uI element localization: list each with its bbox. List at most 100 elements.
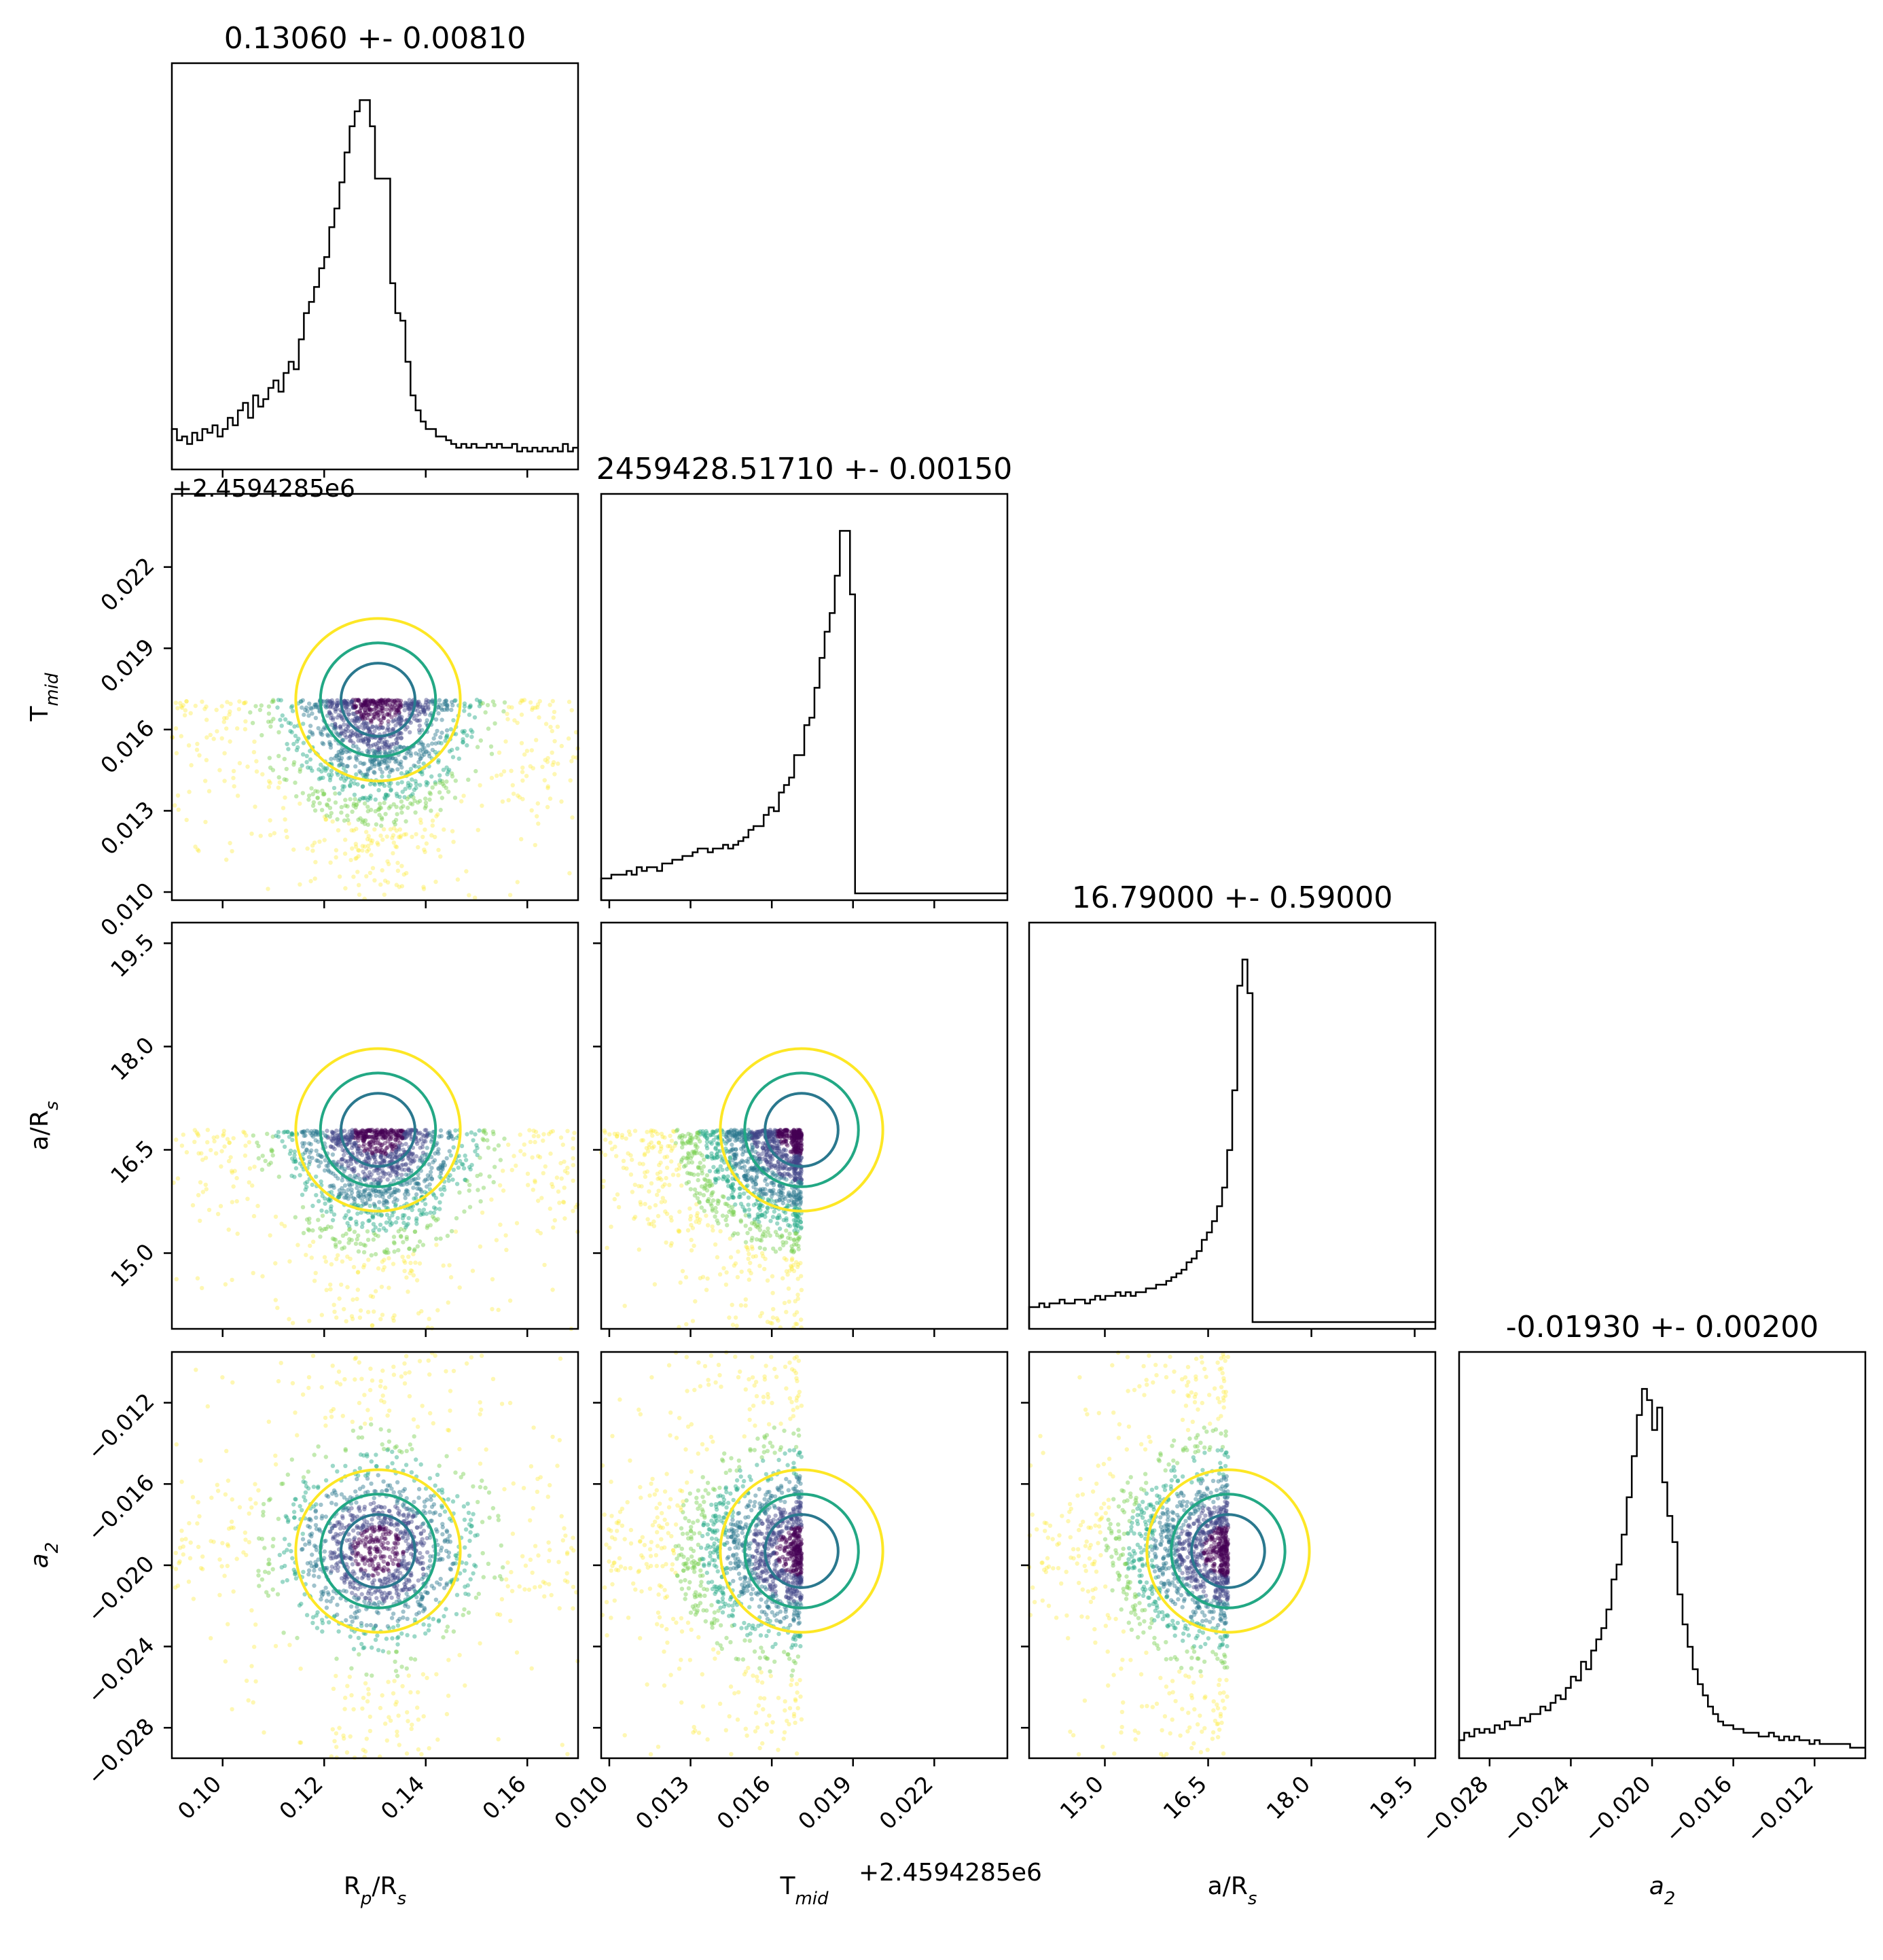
- sample-point: [467, 1183, 472, 1188]
- sample-point: [397, 702, 402, 707]
- sample-point: [400, 1254, 405, 1260]
- sample-point: [406, 1192, 411, 1197]
- sample-point: [445, 707, 450, 712]
- sample-point: [477, 1128, 482, 1133]
- sample-point: [404, 1234, 409, 1240]
- sample-point: [346, 1163, 351, 1169]
- sample-point: [313, 789, 318, 794]
- sample-point: [391, 705, 396, 710]
- sample-point: [271, 698, 276, 702]
- sample-point: [410, 1722, 414, 1727]
- sample-point: [733, 1202, 738, 1207]
- sample-point: [384, 1247, 389, 1252]
- sample-point: [323, 1134, 329, 1139]
- sample-point: [397, 1166, 401, 1171]
- sample-point: [355, 758, 359, 762]
- sample-point: [384, 739, 389, 745]
- sample-point: [354, 1219, 359, 1224]
- sample-point: [387, 759, 392, 764]
- sample-point: [337, 874, 342, 879]
- sample-point: [792, 1171, 797, 1176]
- sample-point: [382, 795, 387, 800]
- sample-point: [462, 701, 467, 706]
- sample-point: [794, 1231, 799, 1236]
- sample-point: [364, 874, 369, 879]
- panel-ars-tmid: [593, 921, 1009, 1337]
- sample-point: [243, 1143, 248, 1148]
- sample-point: [545, 804, 550, 810]
- sample-point: [372, 728, 377, 734]
- sample-point: [360, 717, 365, 721]
- sample-point: [381, 714, 386, 719]
- sample-point: [647, 1222, 651, 1226]
- sample-point: [303, 707, 308, 713]
- sample-point: [400, 789, 405, 794]
- sample-point: [343, 701, 348, 707]
- sample-point: [428, 1169, 433, 1175]
- sample-point: [416, 718, 420, 724]
- sample-point: [394, 844, 399, 850]
- sample-point: [404, 871, 409, 876]
- sample-point: [250, 721, 255, 726]
- sample-point: [377, 698, 382, 704]
- sample-point: [370, 724, 375, 730]
- sample-point: [370, 748, 376, 753]
- sample-point: [562, 1186, 567, 1190]
- sample-point: [355, 717, 359, 722]
- sample-point: [287, 1259, 292, 1264]
- sample-point: [429, 808, 433, 813]
- sample-point: [315, 789, 320, 794]
- sample-point: [336, 713, 341, 717]
- sample-point: [420, 705, 425, 710]
- sample-point: [348, 797, 353, 802]
- sample-point: [232, 784, 236, 789]
- sample-point: [427, 753, 432, 759]
- sample-point: [280, 713, 285, 718]
- sample-point: [237, 699, 242, 704]
- sample-point: [340, 751, 344, 756]
- sample-point: [191, 1597, 196, 1601]
- sample-point: [361, 1189, 366, 1194]
- sample-point: [335, 1133, 340, 1138]
- sample-point: [454, 1181, 460, 1186]
- sample-point: [385, 859, 390, 864]
- sample-point: [399, 1374, 404, 1379]
- sample-point: [395, 1215, 400, 1221]
- sample-point: [422, 709, 427, 713]
- sample-point: [279, 724, 284, 728]
- sample-point: [314, 1129, 319, 1134]
- sample-point: [770, 1291, 775, 1296]
- sample-point: [371, 743, 376, 747]
- sample-point: [778, 1235, 783, 1240]
- sample-point: [354, 855, 359, 861]
- sample-point: [475, 745, 480, 749]
- sample-point: [397, 885, 401, 889]
- sample-point: [395, 747, 399, 752]
- sample-point: [365, 804, 370, 809]
- sample-point: [690, 1319, 696, 1323]
- sample-point: [391, 741, 396, 747]
- sample-point: [400, 1216, 406, 1221]
- sample-point: [786, 1167, 791, 1172]
- sample-point: [295, 1635, 300, 1641]
- sample-point: [436, 705, 441, 709]
- sample-point: [293, 1410, 298, 1415]
- sample-point: [415, 702, 420, 707]
- sample-point: [423, 749, 428, 754]
- sample-point: [520, 698, 525, 703]
- sample-point: [363, 721, 368, 726]
- sample-point: [542, 778, 547, 783]
- sample-point: [400, 1135, 405, 1140]
- sample-point: [430, 698, 435, 702]
- sample-point: [308, 1142, 313, 1147]
- sample-point: [507, 1298, 513, 1303]
- sample-point: [721, 1266, 726, 1270]
- sample-point: [472, 715, 478, 720]
- sample-point: [443, 738, 448, 743]
- sample-point: [678, 1134, 683, 1139]
- sample-point: [715, 1255, 720, 1260]
- sample-point: [738, 1186, 742, 1191]
- sample-point: [228, 709, 232, 714]
- sample-point: [325, 698, 330, 703]
- sample-point: [319, 1385, 324, 1390]
